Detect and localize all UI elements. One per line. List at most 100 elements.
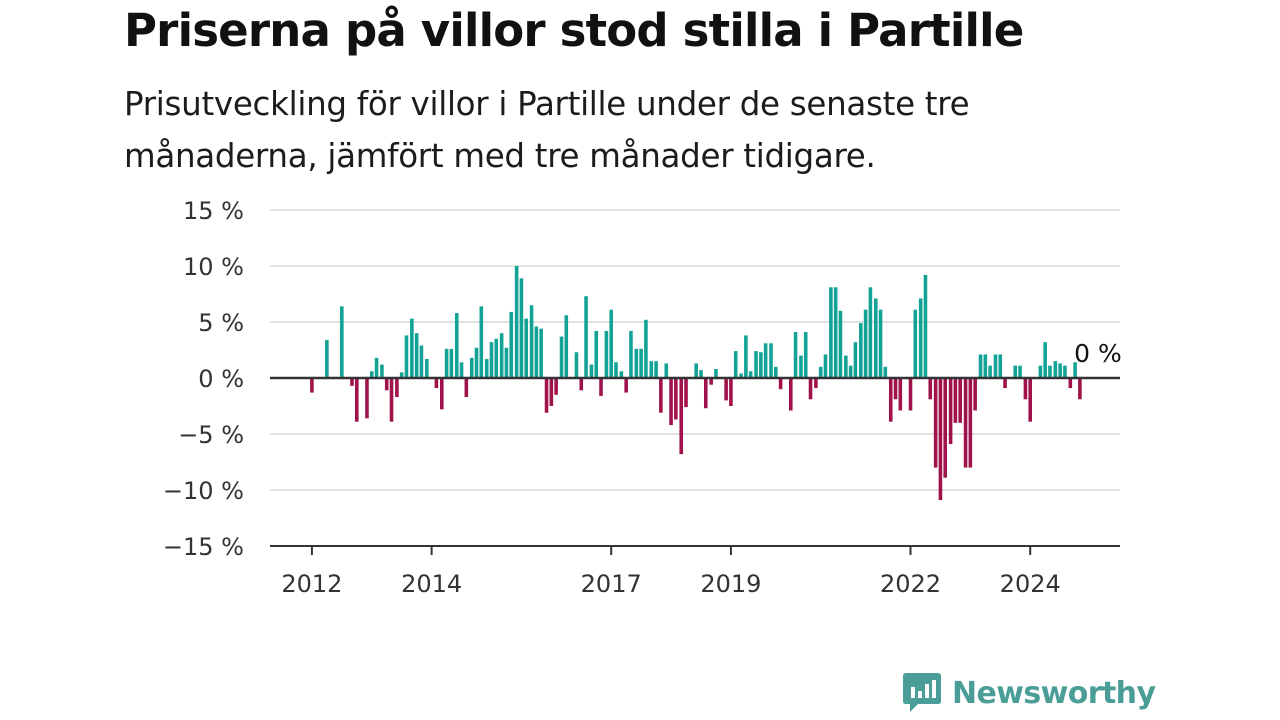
bar xyxy=(774,366,778,378)
bar xyxy=(350,378,354,386)
bar xyxy=(614,362,618,378)
bar xyxy=(414,333,419,378)
bar xyxy=(674,378,678,420)
bar xyxy=(958,378,962,423)
bar xyxy=(714,369,718,378)
bar xyxy=(534,326,539,378)
bar xyxy=(464,378,469,398)
bar xyxy=(928,378,933,400)
bar xyxy=(639,348,643,378)
bar xyxy=(684,378,688,408)
bar xyxy=(1028,378,1033,422)
bar xyxy=(983,354,988,378)
bar xyxy=(1058,363,1062,378)
bar xyxy=(459,362,464,378)
bar xyxy=(1013,365,1018,378)
bar xyxy=(729,378,733,406)
bar xyxy=(818,366,823,378)
bar xyxy=(519,278,524,378)
bar xyxy=(479,306,484,378)
y-tick-label: 15 % xyxy=(183,197,244,225)
bar xyxy=(454,313,459,378)
bar xyxy=(609,309,613,378)
bar xyxy=(868,287,873,378)
bar xyxy=(554,378,558,395)
bar xyxy=(883,366,888,378)
bar xyxy=(699,370,703,378)
y-tick-labels: 15 % 10 % 5 % 0 % −5 % −10 % −15 % xyxy=(163,197,244,561)
bar xyxy=(788,378,793,411)
bar xyxy=(644,319,648,378)
bar xyxy=(425,358,429,378)
bar xyxy=(754,351,758,378)
bar xyxy=(509,311,514,378)
bar xyxy=(853,342,858,378)
bar xyxy=(739,373,743,378)
bar xyxy=(469,357,474,378)
bar xyxy=(973,378,977,411)
bar xyxy=(589,364,594,378)
bar xyxy=(913,309,918,378)
bar xyxy=(878,309,883,378)
bar xyxy=(993,354,998,378)
bar xyxy=(724,378,728,401)
bar xyxy=(923,274,928,378)
bar xyxy=(859,323,863,378)
bar xyxy=(365,378,369,419)
bar xyxy=(1068,378,1073,389)
bar xyxy=(514,266,519,378)
bar xyxy=(1078,378,1082,400)
bar xyxy=(410,318,414,378)
bar xyxy=(489,342,494,378)
bar xyxy=(419,345,424,378)
bar xyxy=(494,338,499,378)
bar xyxy=(549,378,554,406)
bar xyxy=(968,378,973,468)
bar xyxy=(948,378,953,445)
y-tick-label: −15 % xyxy=(163,533,244,561)
x-tick-labels: 2012 2014 2017 2019 2022 2024 xyxy=(281,570,1060,598)
bar xyxy=(803,332,808,378)
bar xyxy=(559,336,564,378)
bar xyxy=(898,378,903,411)
bar xyxy=(679,378,684,455)
bars xyxy=(310,266,1082,501)
x-tick-label: 2019 xyxy=(700,570,761,598)
bar xyxy=(669,378,673,426)
bar xyxy=(654,361,658,378)
bar xyxy=(504,347,509,378)
bar xyxy=(759,352,763,378)
bar xyxy=(703,378,708,409)
bar xyxy=(1043,342,1047,378)
bar xyxy=(998,354,1003,378)
bar xyxy=(634,348,639,378)
bar xyxy=(1023,378,1028,400)
x-tick-label: 2024 xyxy=(1000,570,1061,598)
annotations: 0 % xyxy=(1074,339,1122,368)
bar xyxy=(943,378,948,478)
bar xyxy=(529,305,534,378)
bar xyxy=(499,333,504,378)
bar xyxy=(389,378,394,422)
bar xyxy=(763,343,768,378)
bar xyxy=(778,378,783,390)
bar xyxy=(733,351,738,378)
bar xyxy=(399,372,404,378)
bar xyxy=(395,378,399,398)
bar xyxy=(833,287,838,378)
bar xyxy=(1038,365,1043,378)
bar xyxy=(599,378,603,396)
bar xyxy=(369,371,374,378)
chart-subtitle: Prisutveckling för villor i Partille und… xyxy=(124,85,970,175)
bar xyxy=(844,355,848,378)
bar xyxy=(1053,361,1058,378)
bar xyxy=(649,361,654,378)
bar xyxy=(978,354,983,378)
bar xyxy=(848,365,853,378)
bar xyxy=(310,378,314,393)
bar xyxy=(624,378,628,393)
chart-title: Priserna på villor stod stilla i Partill… xyxy=(124,4,1024,57)
grid-lines xyxy=(270,209,1120,491)
bar xyxy=(374,357,379,378)
